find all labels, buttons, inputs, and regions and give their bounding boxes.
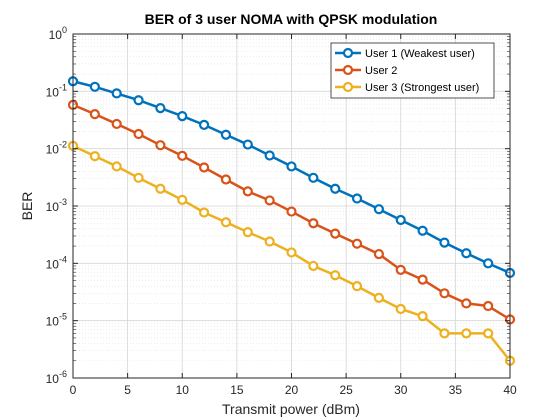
data-point	[220, 217, 232, 228]
data-point	[133, 95, 144, 106]
x-tick-label: 15	[230, 383, 244, 397]
data-point	[177, 194, 188, 205]
data-point	[439, 328, 450, 339]
x-tick-label: 10	[176, 383, 190, 397]
data-point	[242, 227, 253, 238]
data-point	[417, 274, 428, 285]
legend-marker	[342, 81, 354, 93]
y-tick-label: 10-1	[46, 82, 67, 99]
data-point	[89, 151, 100, 162]
data-point	[483, 300, 494, 312]
legend: User 1 (Weakest user) User 2 User 3 (Stron…	[330, 42, 495, 99]
series-layer	[67, 76, 516, 366]
data-point	[264, 195, 275, 206]
data-point	[133, 172, 144, 183]
legend-label: User 1 (Weakest user)	[365, 48, 475, 60]
data-point	[351, 238, 363, 249]
data-point	[111, 118, 122, 130]
x-tick-labels: 0 5 10 15 20 25 30 35 40	[70, 383, 517, 397]
data-point	[89, 109, 100, 120]
data-point	[308, 218, 319, 229]
y-tick-label: 10-3	[46, 197, 67, 214]
data-point	[330, 270, 341, 281]
data-point	[220, 129, 232, 140]
data-point	[264, 236, 275, 247]
legend-marker	[342, 64, 354, 76]
data-point	[351, 281, 363, 292]
x-tick-label: 0	[70, 383, 77, 397]
data-point	[417, 225, 428, 236]
data-point	[373, 292, 384, 303]
y-tick-label: 10-5	[46, 312, 67, 329]
data-point	[242, 139, 253, 150]
legend-marker	[342, 47, 354, 59]
data-point	[133, 128, 144, 140]
data-point	[286, 247, 297, 258]
legend-entry: User 2	[335, 64, 397, 77]
x-axis-label: Transmit power (dBm)	[222, 401, 360, 417]
legend-label: User 3 (Strongest user)	[365, 82, 479, 94]
data-point	[177, 150, 188, 161]
data-point	[483, 328, 494, 339]
data-point	[395, 303, 406, 315]
data-point	[330, 228, 341, 239]
y-axis-label: BER	[19, 192, 35, 221]
data-point	[286, 161, 297, 172]
data-point	[461, 298, 472, 309]
data-point	[439, 288, 450, 299]
legend-entry: User 3 (Strongest user)	[335, 81, 479, 94]
legend-label: User 2	[365, 65, 397, 77]
series-3	[67, 140, 516, 366]
data-point	[308, 172, 319, 183]
y-tick-label: 100	[49, 25, 67, 42]
data-point	[155, 102, 166, 114]
data-point	[286, 206, 297, 217]
x-tick-label: 20	[285, 383, 299, 397]
data-point	[395, 264, 406, 275]
data-point	[155, 183, 166, 194]
data-point	[199, 162, 210, 173]
data-point	[111, 161, 122, 172]
data-point	[199, 119, 210, 130]
data-point	[395, 214, 406, 226]
series-1	[67, 76, 516, 279]
chart-title: BER of 3 user NOMA with QPSK modulation	[145, 11, 438, 27]
x-tick-label: 30	[394, 383, 408, 397]
data-point	[417, 311, 428, 322]
minor-grid	[73, 36, 510, 362]
data-point	[155, 140, 166, 151]
data-point	[308, 260, 319, 272]
y-tick-label: 10-6	[46, 369, 67, 386]
axis-ticks	[72, 33, 511, 379]
data-point	[461, 248, 472, 259]
data-point	[483, 258, 494, 269]
data-point	[242, 186, 253, 197]
data-point	[111, 88, 122, 99]
data-point	[330, 183, 341, 194]
x-tick-label: 5	[124, 383, 131, 397]
x-tick-label: 40	[503, 383, 517, 397]
y-tick-label: 10-4	[46, 254, 67, 271]
x-tick-label: 25	[339, 383, 353, 397]
data-point	[461, 328, 472, 339]
data-point	[264, 150, 275, 161]
x-tick-label: 35	[449, 383, 463, 397]
data-point	[373, 248, 384, 260]
legend-entry: User 1 (Weakest user)	[335, 47, 475, 60]
data-point	[177, 110, 188, 122]
data-point	[439, 237, 450, 248]
data-point	[373, 204, 384, 215]
y-tick-labels: 100 10-1 10-2 10-3 10-4 10-5 10-6	[46, 25, 67, 386]
y-tick-label: 10-2	[46, 140, 67, 157]
data-point	[199, 207, 210, 218]
data-point	[220, 174, 232, 185]
data-point	[89, 81, 100, 92]
data-point	[351, 193, 363, 204]
